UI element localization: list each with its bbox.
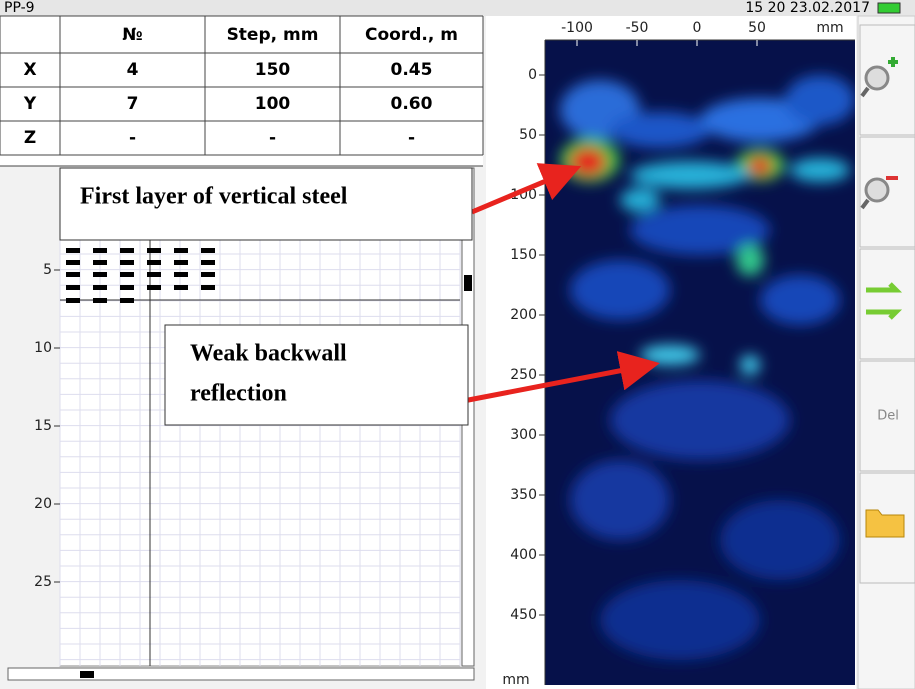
table-cell: - (408, 128, 415, 148)
table-cell: - (129, 128, 136, 148)
y-tick-label: 200 (510, 307, 537, 323)
column-header: Coord., m (365, 25, 458, 45)
delete-button[interactable]: Del (860, 361, 915, 471)
zoom-out-button[interactable] (860, 137, 915, 247)
rebar-mark (147, 248, 161, 253)
rebar-mark (174, 248, 188, 253)
y-tick-label: 50 (519, 127, 537, 143)
parameter-table: № Step, mm Coord., m X 4 150 0.45 Y 7 100 0.60 Z - - - (0, 16, 483, 166)
rebar-mark (201, 248, 215, 253)
sidebar: Del (858, 16, 915, 689)
row-label: Z (24, 128, 36, 148)
delete-label: Del (877, 409, 899, 424)
rebar-mark (120, 285, 134, 290)
y-tick-label: 250 (510, 367, 537, 383)
y-tick-label: 350 (510, 487, 537, 503)
row-label: Y (23, 94, 37, 114)
table-cell: 0.45 (391, 60, 433, 80)
depth-tick-label: 15 (34, 418, 52, 434)
rebar-mark (66, 260, 80, 265)
rebar-mark (120, 260, 134, 265)
rebar-mark (201, 272, 215, 277)
x-tick-label: -100 (561, 20, 593, 36)
x-tick-label: 50 (748, 20, 766, 36)
rebar-mark (93, 298, 107, 303)
row-label: X (23, 60, 36, 80)
rebar-mark (93, 248, 107, 253)
depth-tick-label: 25 (34, 574, 52, 590)
rebar-mark (201, 260, 215, 265)
open-button[interactable] (860, 473, 915, 583)
rebar-mark (120, 272, 134, 277)
header-title: PP-9 (4, 0, 35, 16)
table-cell: 4 (127, 60, 139, 80)
annotation-text: First layer of vertical steel (80, 184, 348, 210)
y-tick-label: 450 (510, 607, 537, 623)
table-cell: 150 (255, 60, 291, 80)
table-cell: - (269, 128, 276, 148)
rebar-mark (66, 285, 80, 290)
rebar-mark (93, 272, 107, 277)
rebar-mark (201, 285, 215, 290)
table-cell: 100 (255, 94, 291, 114)
y-tick-label: 300 (510, 427, 537, 443)
device-screen: PP-9 15 20 23.02.2017 № Step, mm Coord., m… (0, 0, 915, 689)
rebar-mark (147, 285, 161, 290)
depth-tick-label: 5 (43, 262, 52, 278)
table-cell: 7 (127, 94, 139, 114)
scroll-thumb (464, 275, 472, 291)
column-header: Step, mm (227, 25, 319, 45)
x-tick-label: -50 (626, 20, 649, 36)
battery-icon (878, 3, 900, 13)
zoom-in-button[interactable] (860, 25, 915, 135)
annotation-text: reflection (190, 381, 287, 407)
depth-tick-label: 20 (34, 496, 52, 512)
next-button[interactable] (860, 249, 915, 359)
rebar-mark (66, 248, 80, 253)
rebar-mark (174, 260, 188, 265)
rebar-mark (120, 298, 134, 303)
table-cell: 0.60 (391, 94, 433, 114)
y-unit: mm (502, 672, 529, 688)
depth-tick-label: 10 (34, 340, 52, 356)
rebar-mark (147, 272, 161, 277)
annotation-text: Weak backwall (190, 341, 347, 367)
x-unit: mm (816, 20, 843, 36)
x-tick-label: 0 (693, 20, 702, 36)
y-tick-label: 0 (528, 67, 537, 83)
rebar-mark (93, 260, 107, 265)
rebar-mark (147, 260, 161, 265)
column-header: № (122, 25, 142, 45)
rebar-mark (174, 285, 188, 290)
y-tick-label: 400 (510, 547, 537, 563)
rebar-mark (120, 248, 134, 253)
rebar-mark (93, 285, 107, 290)
scan-image (545, 40, 855, 685)
scrollbar (8, 668, 474, 680)
y-tick-label: 150 (510, 247, 537, 263)
rebar-mark (66, 298, 80, 303)
header-datetime: 15 20 23.02.2017 (745, 0, 870, 16)
rebar-mark (66, 272, 80, 277)
rebar-mark (174, 272, 188, 277)
scroll-thumb (80, 671, 94, 678)
